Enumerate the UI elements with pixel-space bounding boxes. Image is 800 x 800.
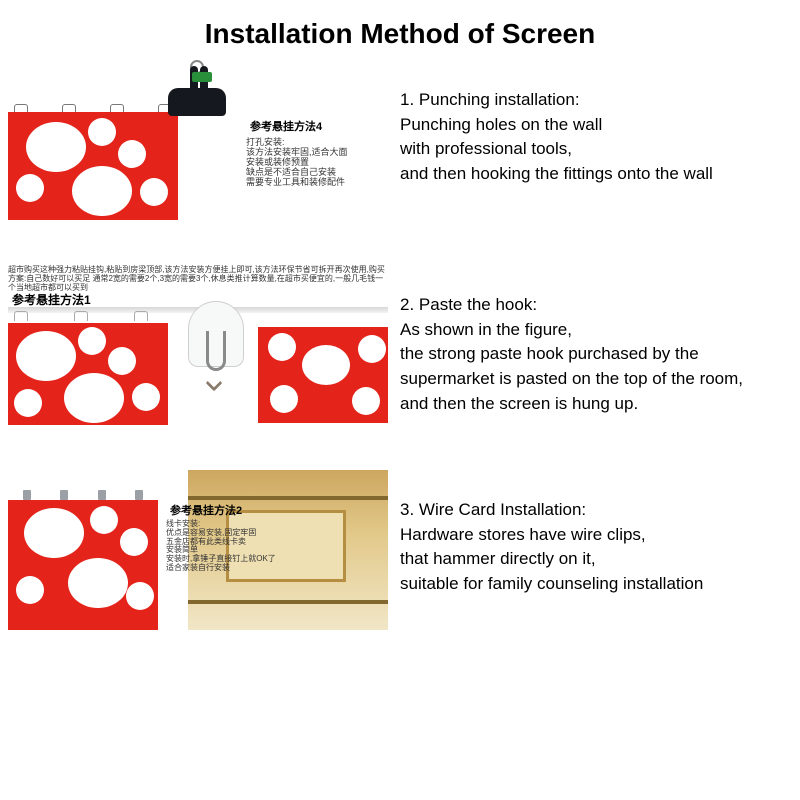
cn-label-3: 参考悬挂方法2 [166,500,246,520]
step-1: 参考悬挂方法4 打孔安装: 该方法安装牢固,适合大面 安装或装修预置 缺点是不适… [0,60,800,220]
step-3-image: 参考悬挂方法2 线卡安装: 优点是容易安装,固定牢固 五金店都有此类线卡卖 安装… [8,470,388,630]
drill-person-illustration [148,60,248,112]
step-3: 参考悬挂方法2 线卡安装: 优点是容易安装,固定牢固 五金店都有此类线卡卖 安装… [0,470,800,630]
step-3-text: 3. Wire Card Installation: Hardware stor… [400,470,792,597]
step-2: 超市购买这种强力粘贴挂钩,粘贴到房梁顶部,该方法安装方便挂上即可,该方法环保节省… [0,265,800,425]
step-2-image: 超市购买这种强力粘贴挂钩,粘贴到房梁顶部,该方法安装方便挂上即可,该方法环保节省… [8,265,388,425]
cn-desc-1: 打孔安装: 该方法安装牢固,适合大面 安装或装修预置 缺点是不适合自己安装 需要… [246,138,376,187]
step-3-body: Hardware stores have wire clips, that ha… [400,523,792,597]
step-2-heading: 2. Paste the hook: [400,293,792,318]
step-1-text: 1. Punching installation: Punching holes… [400,60,792,187]
cn-desc-3: 线卡安装: 优点是容易安装,固定牢固 五金店都有此类线卡卖 安装简单 安装时,拿… [166,520,276,573]
step-1-body: Punching holes on the wall with professi… [400,113,792,187]
step-1-heading: 1. Punching installation: [400,88,792,113]
step-2-text: 2. Paste the hook: As shown in the figur… [400,265,792,416]
cn-label-1: 参考悬挂方法4 [246,116,326,136]
step-3-heading: 3. Wire Card Installation: [400,498,792,523]
step-1-image: 参考悬挂方法4 打孔安装: 该方法安装牢固,适合大面 安装或装修预置 缺点是不适… [8,60,388,220]
page-title: Installation Method of Screen [0,0,800,60]
step-2-body: As shown in the figure, the strong paste… [400,318,792,417]
